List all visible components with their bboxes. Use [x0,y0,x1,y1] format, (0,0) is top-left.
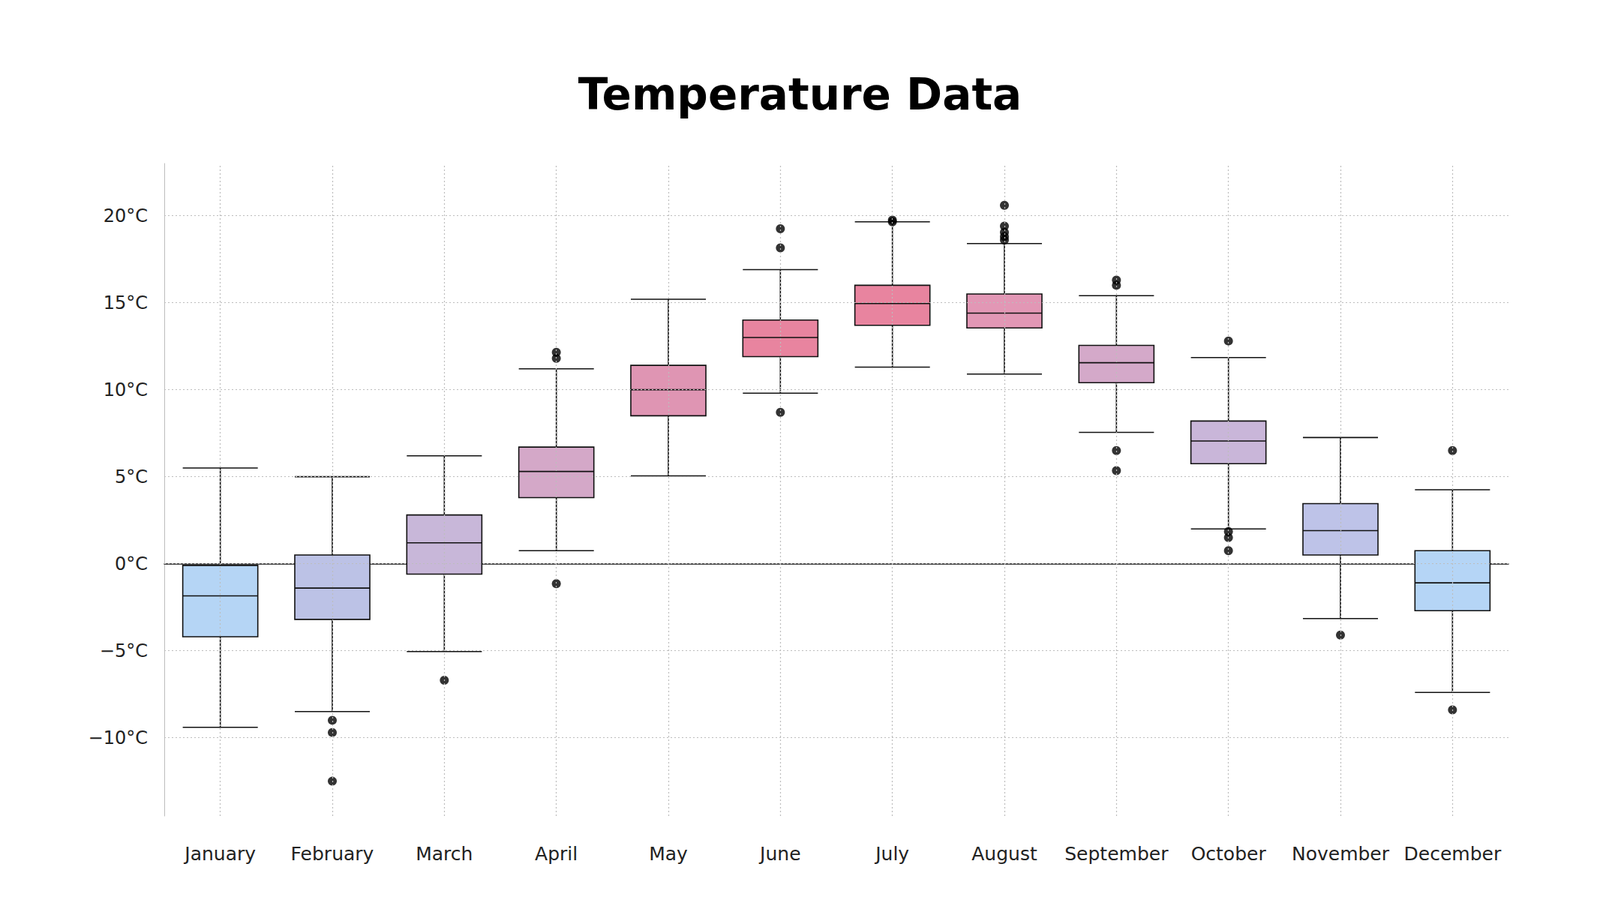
svg-text:5°C: 5°C [114,466,148,488]
svg-text:January: January [183,843,256,865]
svg-text:−10°C: −10°C [88,727,148,749]
svg-text:0°C: 0°C [114,553,148,575]
svg-text:July: July [873,843,910,865]
svg-text:April: April [534,843,578,865]
svg-text:September: September [1064,843,1169,865]
svg-text:10°C: 10°C [103,379,148,401]
svg-text:August: August [971,843,1038,865]
svg-text:−5°C: −5°C [99,640,148,662]
svg-text:20°C: 20°C [103,205,148,227]
svg-text:November: November [1291,843,1390,865]
svg-text:October: October [1191,843,1267,865]
svg-text:February: February [291,843,375,865]
svg-text:March: March [415,843,473,865]
svg-text:June: June [758,843,801,865]
svg-text:Temperature Data: Temperature Data [578,69,1023,121]
svg-text:December: December [1404,843,1502,865]
svg-text:May: May [648,843,688,865]
svg-text:15°C: 15°C [103,292,148,314]
